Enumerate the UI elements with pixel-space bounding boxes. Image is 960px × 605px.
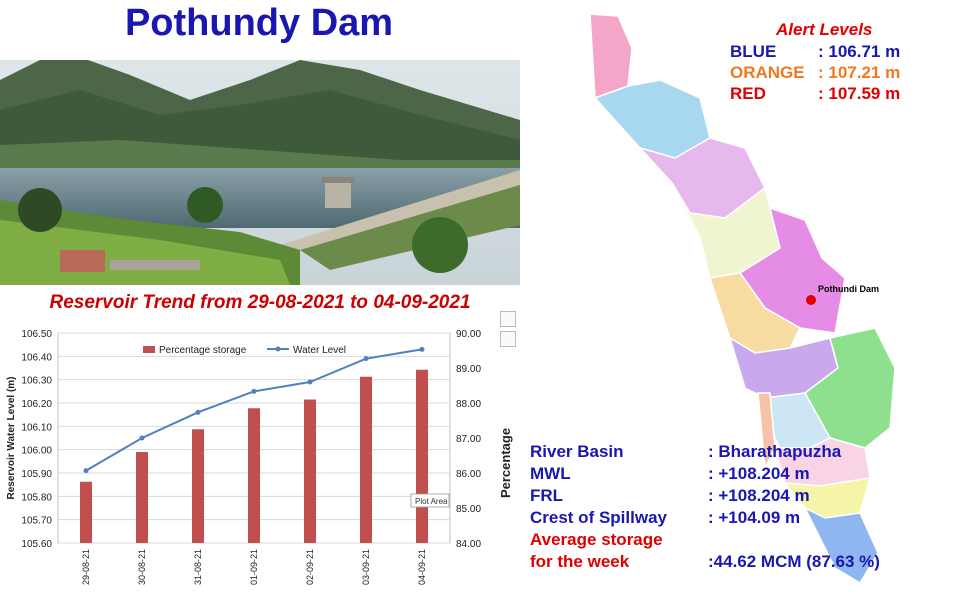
- bar-percentage-storage: [192, 429, 204, 543]
- y-tick-label: 106.30: [21, 376, 52, 387]
- x-tick-label: 29-08-21: [81, 549, 91, 585]
- bar-percentage-storage: [304, 399, 316, 543]
- info-row-mwl: MWL : +108.204 m: [530, 464, 880, 486]
- alert-value: : 106.71 m: [818, 42, 901, 61]
- x-tick-label: 01-09-21: [249, 549, 259, 585]
- info-label: for the week: [530, 552, 630, 571]
- info-row-river-basin: River Basin : Bharathapuzha: [530, 442, 880, 464]
- info-label: Crest of Spillway: [530, 508, 667, 527]
- y-axis-title: Reservoir Water Level (m): [6, 376, 17, 499]
- legend-label: Percentage storage: [159, 345, 247, 356]
- alert-levels: Alert Levels BLUE : 106.71 m ORANGE : 10…: [730, 20, 900, 105]
- info-value: :44.62 MCM (87.63 %): [708, 552, 880, 571]
- alert-value: : 107.59 m: [818, 84, 901, 103]
- alert-label: ORANGE: [730, 63, 805, 82]
- y2-tick-label: 85.00: [456, 504, 481, 515]
- info-row-week: for the week :44.62 MCM (87.63 %): [530, 552, 880, 574]
- alert-row-blue: BLUE : 106.71 m: [730, 42, 900, 63]
- water-level-point: [363, 356, 369, 362]
- alert-row-orange: ORANGE : 107.21 m: [730, 63, 900, 84]
- x-tick-label: 30-08-21: [137, 549, 147, 585]
- map-dam-label: Pothundi Dam: [818, 284, 879, 294]
- trend-title: Reservoir Trend from 29-08-2021 to 04-09…: [49, 292, 471, 313]
- kerala-map: Pothundi Dam: [560, 8, 920, 594]
- bar-percentage-storage: [136, 452, 148, 543]
- info-label: FRL: [530, 486, 564, 505]
- y2-axis-title: Percentage: [498, 428, 513, 498]
- bar-percentage-storage: [360, 376, 372, 543]
- reservoir-trend-chart: 105.60 105.70 105.80 105.90 106.00 106.10 106.…: [0, 318, 525, 600]
- info-value: : +104.09 m: [708, 508, 801, 527]
- alert-levels-heading: Alert Levels: [776, 20, 873, 39]
- y-tick-label: 105.90: [21, 469, 52, 480]
- info-label: River Basin: [530, 442, 624, 461]
- chart-tools: [500, 311, 516, 351]
- info-row-average-storage: Average storage: [530, 530, 880, 552]
- y-tick-label: 106.00: [21, 446, 52, 457]
- chart-filter-icon[interactable]: [500, 331, 516, 347]
- y-tick-label: 105.80: [21, 492, 52, 503]
- water-level-point: [195, 409, 201, 415]
- y2-tick-label: 87.00: [456, 434, 481, 445]
- water-level-point: [419, 346, 425, 352]
- y2-tick-label: 88.00: [456, 399, 481, 410]
- bar-percentage-storage: [248, 408, 260, 543]
- x-tick-label: 02-09-21: [305, 549, 315, 585]
- info-value: : +108.204 m: [708, 486, 810, 505]
- bar-percentage-storage: [80, 481, 92, 543]
- y2-tick-label: 86.00: [456, 469, 481, 480]
- alert-row-red: RED : 107.59 m: [730, 84, 900, 105]
- y-tick-label: 106.10: [21, 422, 52, 433]
- alert-label: BLUE: [730, 42, 777, 61]
- legend-label: Water Level: [293, 345, 346, 356]
- chart-style-icon[interactable]: [500, 311, 516, 327]
- alert-label: RED: [730, 84, 766, 103]
- info-label: MWL: [530, 464, 571, 483]
- y-tick-label: 106.20: [21, 399, 52, 410]
- info-value: : Bharathapuzha: [708, 442, 842, 461]
- info-row-frl: FRL : +108.204 m: [530, 486, 880, 508]
- plot-area-tooltip: [410, 493, 450, 508]
- alert-value: : 107.21 m: [818, 63, 901, 82]
- info-label: Average storage: [530, 530, 663, 549]
- info-row-crest: Crest of Spillway : +104.09 m: [530, 508, 880, 530]
- y-tick-label: 106.40: [21, 352, 52, 363]
- water-level-point: [139, 435, 145, 441]
- bar-percentage-storage: [416, 369, 428, 543]
- info-value: : +108.204 m: [708, 464, 810, 483]
- page-title: Pothundy Dam: [124, 2, 394, 44]
- legend-marker: [275, 346, 281, 352]
- dam-photo: [0, 60, 520, 285]
- legend-swatch-bar: [143, 346, 155, 353]
- y-tick-label: 105.70: [21, 516, 52, 527]
- x-tick-label: 31-08-21: [193, 549, 203, 585]
- water-level-point: [251, 388, 257, 394]
- x-tick-label: 04-09-21: [417, 549, 427, 585]
- y2-tick-label: 84.00: [456, 539, 481, 550]
- x-tick-label: 03-09-21: [361, 549, 371, 585]
- y-tick-label: 105.60: [21, 539, 52, 550]
- y2-tick-label: 90.00: [456, 329, 481, 340]
- plot-area-tooltip-text: Plot Area: [415, 497, 448, 506]
- dam-info: River Basin : Bharathapuzha MWL : +108.2…: [530, 442, 880, 574]
- water-level-point: [83, 468, 89, 474]
- y2-tick-label: 89.00: [456, 364, 481, 375]
- y-tick-label: 106.50: [21, 329, 52, 340]
- water-level-point: [307, 379, 313, 385]
- dam-location-marker: [806, 295, 816, 305]
